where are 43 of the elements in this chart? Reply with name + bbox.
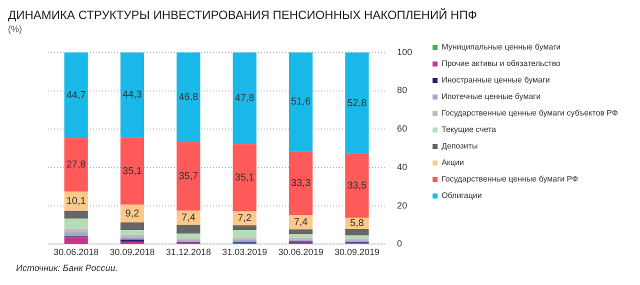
y-tick-label: 0 [397, 238, 402, 249]
legend-label: Депозиты [442, 142, 478, 151]
data-label: 35,7 [178, 171, 199, 182]
chart-subtitle: (%) [8, 23, 23, 35]
data-label: 47,8 [234, 92, 255, 104]
data-label: 10,1 [66, 196, 86, 207]
y-tick-label: 100 [397, 46, 412, 57]
data-label: 44,3 [122, 90, 142, 101]
legend-label: Акции [442, 158, 464, 168]
legend-label: Прочие активы и обязательство [442, 59, 561, 68]
data-label: 7,4 [181, 212, 196, 224]
data-label: 35,1 [234, 172, 255, 184]
legend-label: Облигации [442, 191, 482, 200]
y-tick-label: 80 [397, 85, 408, 96]
data-label: 52,8 [347, 98, 368, 109]
x-tick-label: 30.09.2018 [110, 247, 155, 258]
y-tick-label: 40 [397, 162, 408, 172]
legend-label: Государственные ценные бумаги субъектов РФ [442, 108, 618, 118]
data-label: 27,8 [66, 160, 86, 171]
data-label: 9,2 [125, 208, 140, 220]
data-label: 7,4 [294, 217, 308, 228]
legend-label: Муниципальные ценные бумаги [442, 42, 561, 52]
y-tick-label: 60 [397, 124, 408, 134]
x-tick-label: 31.12.2018 [166, 247, 211, 258]
data-label: 33,5 [347, 180, 368, 192]
data-label: 7,2 [238, 213, 252, 224]
x-tick-label: 30.06.2018 [54, 247, 99, 258]
data-label: 5,8 [350, 218, 364, 230]
y-tick-label: 20 [397, 200, 408, 210]
data-label: 33,3 [291, 178, 311, 190]
legend-label: Текущие счета [442, 125, 497, 134]
data-label: 35,1 [122, 166, 142, 177]
chart-title: ДИНАМИКА СТРУКТУРЫ ИНВЕСТИРОВАНИЯ ПЕНСИОННЫХ НАКОПЛЕНИЙ НПФ [8, 8, 478, 23]
data-label: 46,8 [178, 92, 199, 104]
legend-label: Ипотечные ценные бумаги [442, 92, 541, 102]
data-label: 51,6 [291, 96, 311, 108]
x-tick-label: 30.09.2019 [334, 247, 380, 258]
legend-label: Иностранные ценные бумаги [442, 76, 550, 85]
text: Источник: Банк России. [16, 263, 118, 273]
x-tick-label: 31.03.2019 [222, 247, 268, 258]
data-label: 44,7 [66, 90, 86, 102]
legend-label: Государственные ценные бумаги РФ [442, 174, 578, 184]
x-tick-label: 30.06.2019 [278, 247, 324, 258]
